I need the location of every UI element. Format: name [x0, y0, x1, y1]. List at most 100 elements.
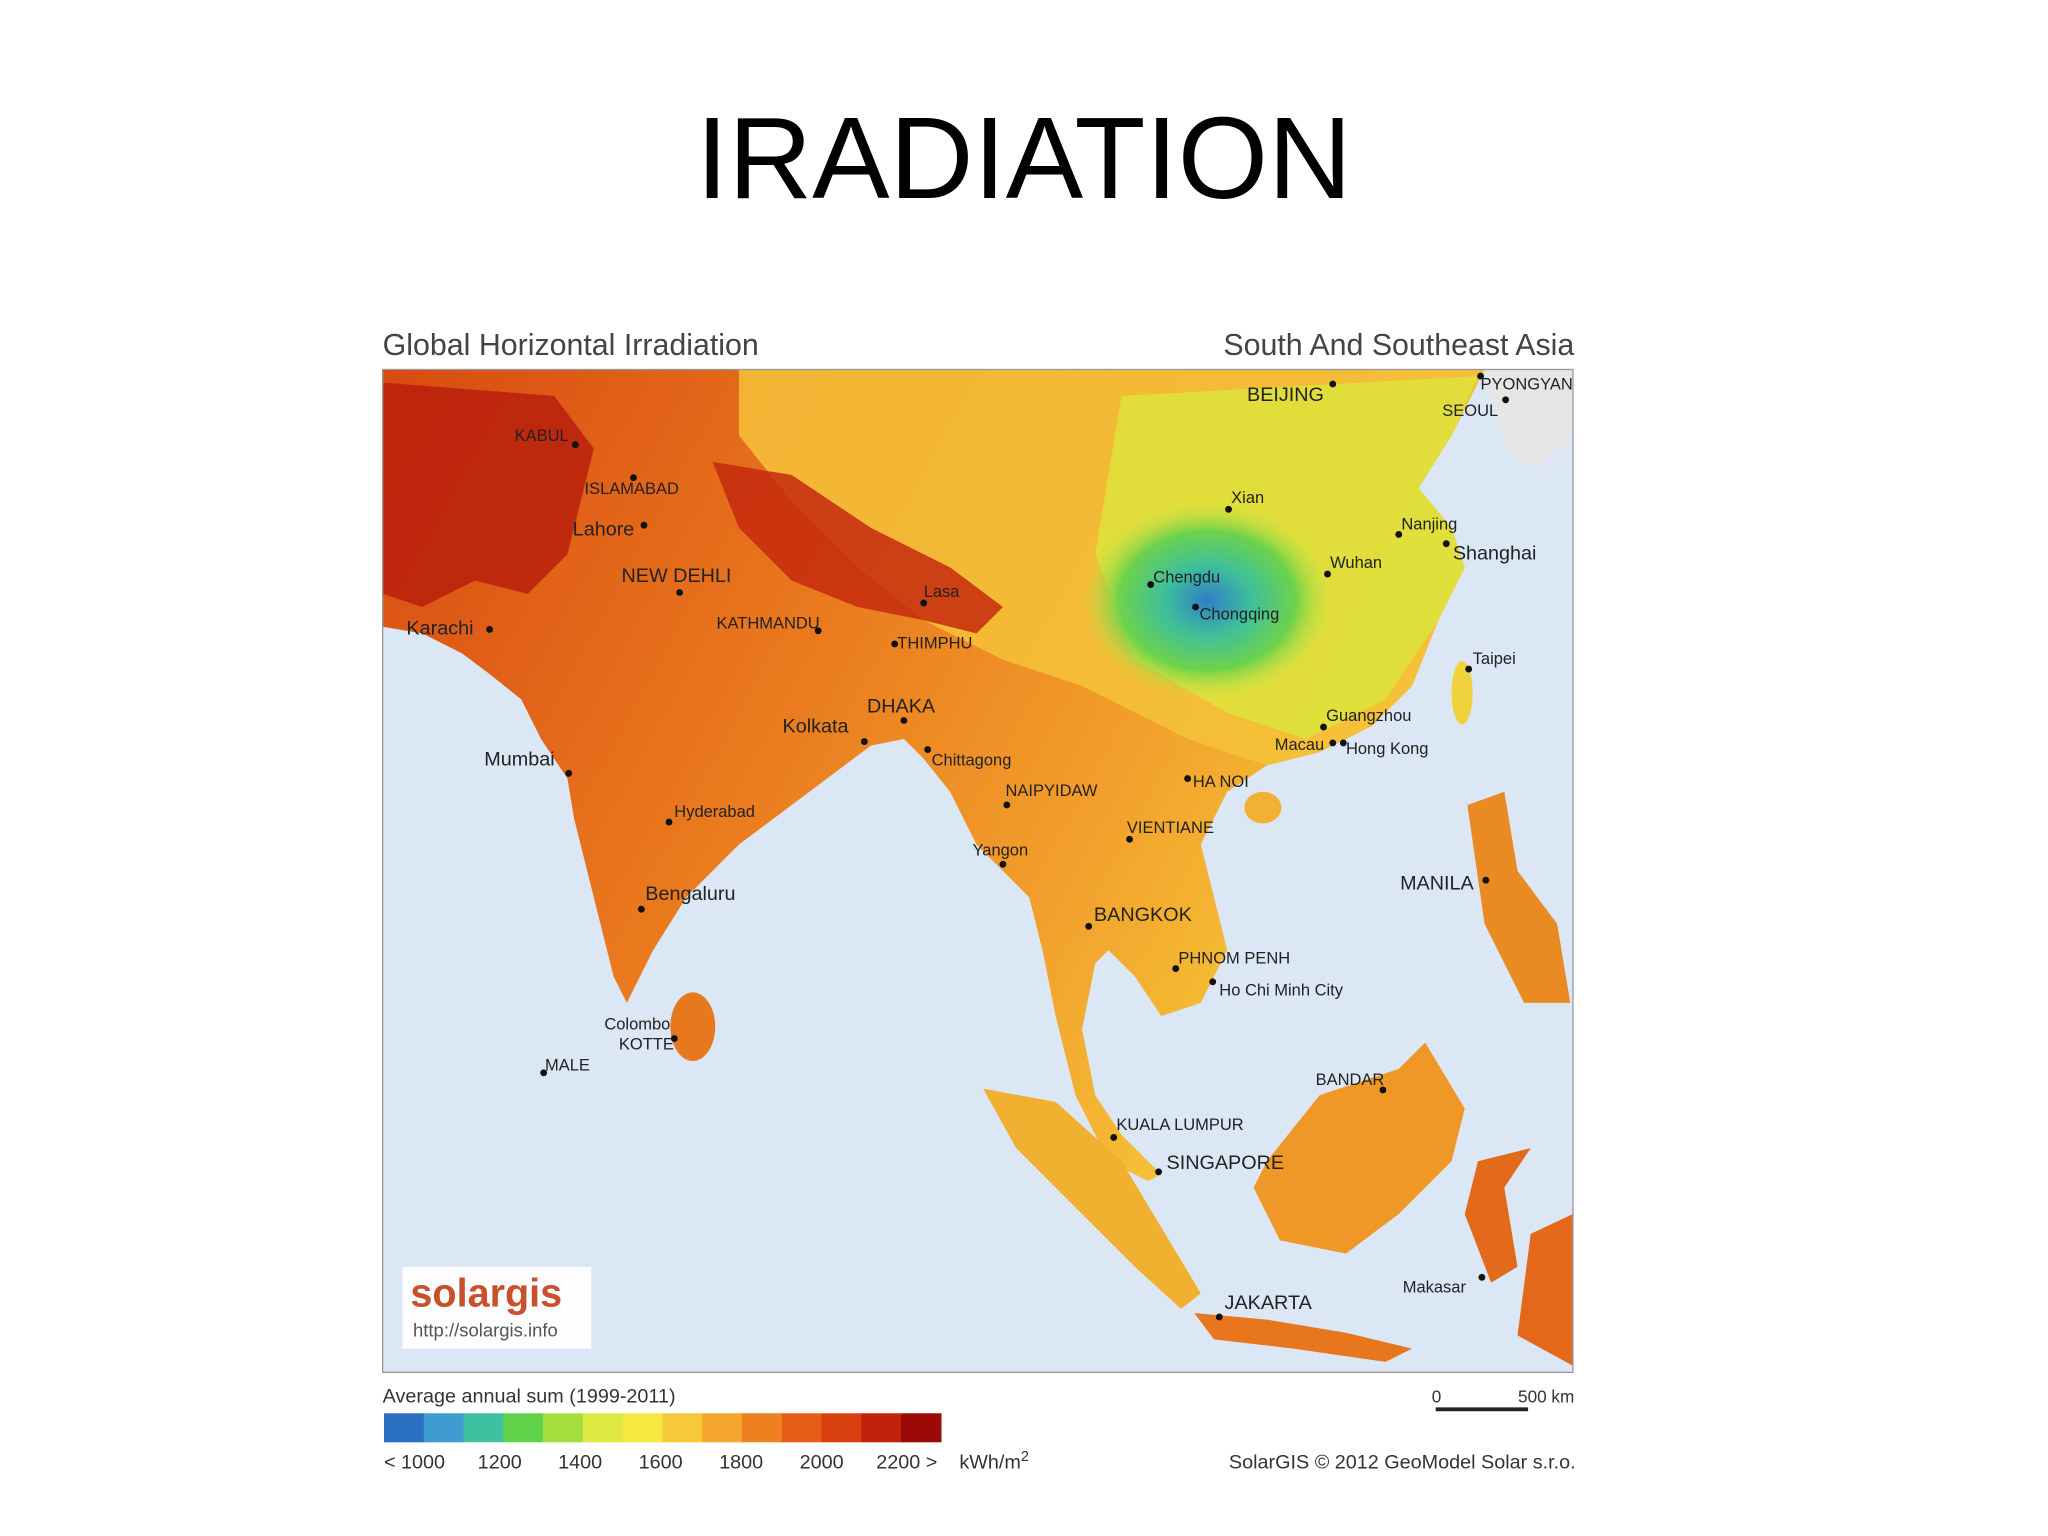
city-label: VIENTIANE [1127, 819, 1214, 837]
philippines [1467, 791, 1571, 1003]
java [1194, 1312, 1412, 1362]
city-dot [1215, 1313, 1223, 1321]
city-dot [1379, 1086, 1387, 1094]
city-dot [629, 474, 637, 482]
korea [1484, 369, 1573, 469]
city-dot [1482, 876, 1490, 884]
city-label: Karachi [406, 618, 473, 640]
city-label: Lasa [924, 583, 961, 601]
city-dot [900, 717, 908, 724]
city-label: MALE [545, 1057, 590, 1075]
new-guinea [1517, 1214, 1573, 1366]
tibet [712, 461, 1003, 634]
borneo [1253, 1042, 1465, 1254]
city-dot [1147, 581, 1155, 589]
city-label: PYONGYANG [1481, 376, 1586, 394]
city-dot [571, 441, 579, 449]
city-dot [1110, 1134, 1118, 1141]
legend-swatch [821, 1413, 862, 1443]
city-dot [640, 521, 648, 529]
legend-label: 2200 > [876, 1452, 937, 1474]
scale-end: 500 km [1518, 1387, 1574, 1407]
city-label: Mumbai [484, 748, 554, 770]
legend-swatch [702, 1413, 743, 1443]
city-dot [1172, 965, 1180, 973]
legend-label: 2000 [800, 1452, 844, 1474]
logo-box [402, 1266, 592, 1349]
city-label: Hong Kong [1346, 740, 1429, 758]
city-label: Kolkata [783, 715, 849, 737]
unit-exponent: 2 [1021, 1449, 1029, 1465]
city-dot [1478, 1273, 1486, 1281]
city-label: SINGAPORE [1167, 1152, 1285, 1174]
city-dot [1184, 775, 1192, 782]
map-header-right: South And Southeast Asia [1223, 329, 1574, 362]
city-label: Chongqing [1200, 605, 1280, 623]
city-dot [1477, 372, 1485, 380]
city-label: NEW DEHLI [622, 565, 732, 587]
northwest-red [382, 382, 594, 608]
legend-swatch [384, 1413, 425, 1443]
city-label: DHAKA [867, 696, 936, 718]
city-label: Xian [1231, 489, 1264, 507]
city-dot [1085, 922, 1093, 930]
city-dot [1395, 531, 1403, 538]
city-dot [1126, 835, 1133, 843]
city-label: NAIPYIDAW [1006, 782, 1098, 800]
legend-swatch [503, 1413, 544, 1443]
city-label: PHNOM PENH [1178, 950, 1290, 968]
legend-label: 1200 [478, 1452, 522, 1474]
sichuan-basin [1082, 501, 1333, 700]
city-label: THIMPHU [897, 634, 972, 652]
logo: solargis [410, 1271, 562, 1315]
city-dot [1502, 396, 1510, 404]
legend-swatch [901, 1413, 942, 1443]
hainan [1244, 791, 1282, 824]
legend-label: < 1000 [384, 1452, 445, 1474]
slide-title: IRADIATION [696, 93, 1352, 223]
credit: SolarGIS © 2012 GeoModel Solar s.r.o. [1229, 1452, 1576, 1474]
city-dot [1320, 723, 1327, 731]
city-dot [1225, 505, 1232, 513]
city-label: KABUL [515, 427, 569, 445]
legend-title: Average annual sum (1999-2011) [383, 1386, 676, 1408]
city-label: HA NOI [1193, 773, 1249, 791]
logo-url: http://solargis.info [413, 1320, 558, 1341]
city-dot [924, 746, 932, 753]
legend: < 1000 1200 1400 1600 1800 2000 2200 > [384, 1413, 942, 1474]
city-label: Lahore [573, 519, 635, 541]
legend-swatch [543, 1413, 584, 1443]
city-label: Yangon [973, 841, 1029, 859]
city-label: Taipei [1473, 650, 1516, 668]
legend-label: 1400 [558, 1452, 602, 1474]
city-label: Colombo [604, 1016, 670, 1034]
legend-unit: kWh/m2 [959, 1449, 1029, 1474]
legend-swatch [463, 1413, 504, 1443]
legend-swatch [423, 1413, 465, 1443]
city-label: Guangzhou [1326, 707, 1411, 725]
legend-swatch [582, 1413, 624, 1443]
city-label: Nanjing [1401, 516, 1457, 534]
city-dot [1003, 801, 1011, 809]
city-label: Chittagong [932, 752, 1012, 770]
city-label: KUALA LUMPUR [1116, 1116, 1243, 1134]
city-dot [637, 905, 645, 913]
city-dot [486, 626, 493, 633]
legend-swatch [781, 1413, 823, 1443]
city-dot [665, 818, 673, 826]
unit-base: kWh/m [959, 1452, 1021, 1474]
city-label: Macau [1275, 736, 1324, 754]
sulawesi [1464, 1148, 1531, 1283]
legend-swatch [861, 1413, 902, 1443]
city-dot [670, 1035, 678, 1042]
city-dot [1329, 380, 1337, 388]
city-label: Hyderabad [674, 803, 755, 821]
taiwan [1451, 661, 1473, 725]
city-label: MANILA [1400, 872, 1474, 894]
city-label: KOTTE [619, 1035, 674, 1053]
city-dot [1192, 603, 1199, 611]
city-dot [860, 738, 868, 746]
city-dot [540, 1069, 548, 1077]
city-label: JAKARTA [1225, 1292, 1313, 1314]
